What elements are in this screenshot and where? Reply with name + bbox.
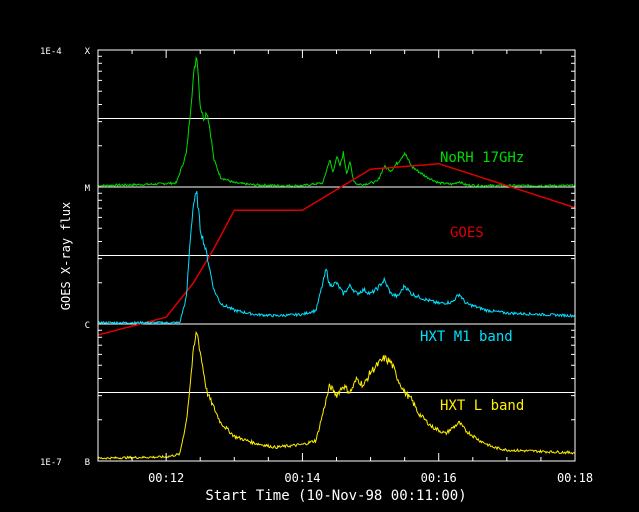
y-tick-label: C (85, 321, 90, 331)
y-tick-label: B (85, 458, 90, 468)
series-line-2 (98, 190, 576, 325)
x-tick-label: 00:12 (148, 471, 184, 485)
x-tick-label: 00:16 (421, 471, 457, 485)
x-axis-ticks: 00:12 00:14 00:16 00:18 (97, 50, 593, 485)
series-lines (97, 56, 576, 460)
series-labels: NoRH 17GHz GOES HXT M1 band HXT L band (420, 150, 524, 414)
series-line-1 (97, 162, 576, 336)
y-tick-label: 1E-4 (40, 47, 62, 57)
y-axis-ticks: 1E-4 X M C 1E-7 B (40, 47, 575, 468)
y-tick-label: M (85, 184, 91, 194)
series-label: GOES (450, 225, 484, 241)
series-label: HXT L band (440, 398, 524, 414)
series-line-3 (97, 330, 575, 460)
y-tick-label: X (85, 47, 91, 57)
y-axis-label: GOES X-ray flux (59, 202, 73, 310)
series-line-0 (97, 56, 576, 188)
x-axis-label: Start Time (10-Nov-98 00:11:00) (205, 488, 466, 504)
series-label: NoRH 17GHz (440, 150, 524, 166)
x-tick-label: 00:18 (557, 471, 593, 485)
series-label: HXT M1 band (420, 329, 513, 345)
y-tick-label: 1E-7 (40, 458, 62, 468)
grid-lines (98, 118, 575, 393)
x-tick-label: 00:14 (284, 471, 320, 485)
